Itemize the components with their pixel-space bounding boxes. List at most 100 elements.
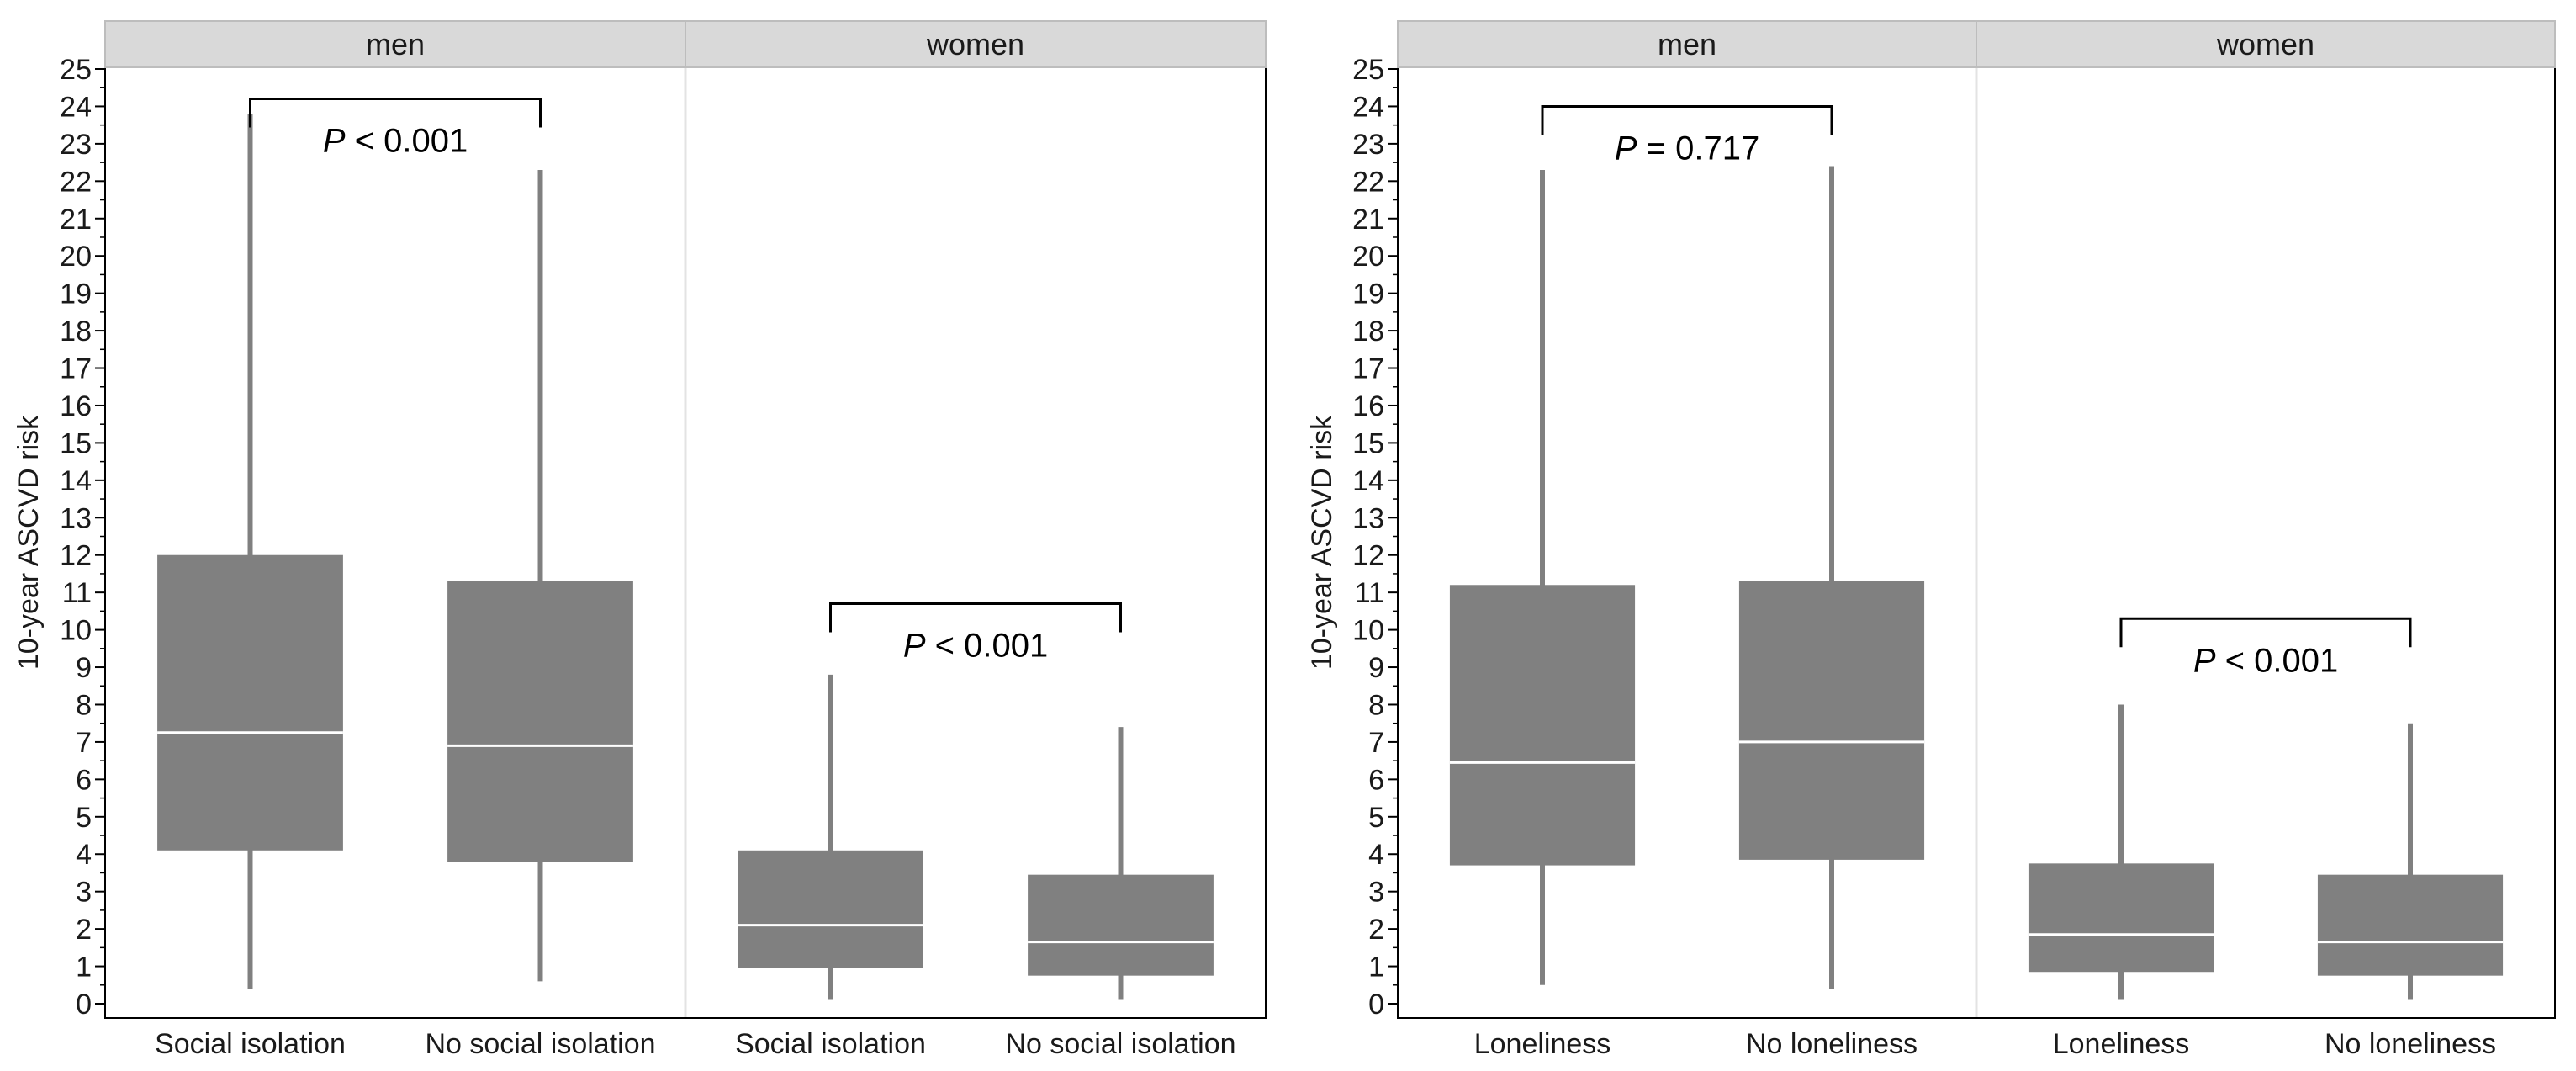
y-tick-label: 5 [1368,802,1384,834]
y-tick-label: 21 [1352,204,1384,236]
facet-strip-label: men [1658,27,1716,61]
facet-strip [1976,20,2556,68]
p-value-label: P = 0.717 [1615,130,1759,167]
p-value: = 0.717 [1637,130,1760,167]
y-tick-label: 20 [1352,241,1384,273]
y-tick-label: 8 [1368,689,1384,721]
box-plot [1738,166,1925,989]
p-value-label: P < 0.001 [2193,642,2338,679]
y-tick-label: 18 [1352,315,1384,347]
y-tick-label: 4 [1368,839,1384,871]
y-tick-label: 19 [60,278,92,310]
iqr-box [1449,585,1636,866]
chart-panel-1: 0123456789101112131415161718192021222324… [13,20,1267,1060]
y-tick-label: 10 [60,615,92,647]
y-tick-label: 20 [60,241,92,273]
x-category-label: Social isolation [155,1028,346,1060]
y-tick-label: 24 [60,91,92,123]
y-tick-label: 7 [76,727,92,759]
y-tick-label: 9 [76,652,92,684]
box-plot [2317,723,2504,1000]
y-tick-label: 3 [1368,877,1384,909]
iqr-box [738,850,923,968]
chart-panel-2: 0123456789101112131415161718192021222324… [1306,20,2556,1060]
y-tick-label: 6 [76,764,92,796]
facet-strip [685,20,1267,68]
facet-men: men Loneliness No loneliness P = 0.717 [1397,20,1977,1060]
y-tick-label: 0 [76,989,92,1021]
y-tick-label: 14 [60,465,92,497]
facet-women: women Loneliness No loneliness P < 0.001 [1975,20,2556,1060]
iqr-box [2317,874,2504,976]
significance-bracket [249,98,542,128]
p-value-label: P < 0.001 [323,123,468,160]
p-value: < 0.001 [346,123,468,160]
y-tick-label: 23 [60,129,92,161]
y-tick-label: 14 [1352,465,1384,497]
y-tick-label: 22 [60,166,92,198]
facet-strip-label: women [2216,27,2314,61]
box-plot [1028,727,1214,1000]
iqr-box [1738,581,1925,860]
y-tick-label: 4 [76,839,92,871]
x-category-label: No social isolation [425,1028,655,1060]
y-tick-label: 21 [60,204,92,236]
y-tick-label: 5 [76,802,92,834]
y-tick-label: 11 [1355,577,1384,609]
iqr-box [2028,863,2214,973]
iqr-box [157,554,343,851]
y-tick-label: 1 [76,952,92,984]
y-tick-label: 25 [1352,54,1384,86]
y-tick-label: 3 [76,877,92,909]
y-tick-label: 7 [1368,727,1384,759]
y-tick-label: 12 [1352,540,1384,572]
y-tick-label: 15 [1352,427,1384,459]
y-tick-label: 16 [1352,390,1384,422]
box-plot [1449,169,1636,985]
y-axis: 0123456789101112131415161718192021222324… [1352,54,1398,1021]
y-tick-label: 16 [60,390,92,422]
box-plot [157,114,343,989]
y-axis: 0123456789101112131415161718192021222324… [60,54,105,1021]
iqr-box [447,581,633,862]
box-plot [447,169,633,982]
y-tick-label: 2 [1368,914,1384,946]
significance-bracket [1541,104,1833,135]
y-tick-label: 8 [76,689,92,721]
p-symbol: P [323,123,346,160]
facet-strip-label: women [926,27,1024,61]
p-symbol: P [1615,130,1637,167]
significance-bracket [2119,617,2412,648]
facet-strip [104,20,686,68]
facet-men: men Social isolation No social isolation P … [104,20,686,1060]
y-tick-label: 22 [1352,166,1384,198]
x-category-label: No social isolation [1005,1028,1235,1060]
y-tick-label: 9 [1368,652,1384,684]
p-value: < 0.001 [926,627,1049,664]
p-value: < 0.001 [2216,642,2339,679]
box-plot [2028,704,2214,1000]
facet-strip [1397,20,1977,68]
x-category-label: Social isolation [735,1028,926,1060]
x-category-label: No loneliness [2325,1028,2496,1060]
y-tick-label: 15 [60,427,92,459]
y-tick-label: 13 [1352,502,1384,534]
x-category-label: No loneliness [1746,1028,1917,1060]
x-category-label: Loneliness [1474,1028,1611,1060]
iqr-box [1028,874,1214,976]
y-tick-label: 24 [1352,91,1384,123]
y-tick-label: 0 [1368,989,1384,1021]
y-tick-label: 11 [62,577,92,609]
y-tick-label: 19 [1352,278,1384,310]
box-plot [738,674,923,1000]
y-axis-label: 10-year ASCVD risk [1306,415,1338,670]
y-tick-label: 1 [1368,952,1384,984]
significance-bracket [829,602,1122,633]
y-tick-label: 12 [60,540,92,572]
y-axis-label: 10-year ASCVD risk [13,415,45,670]
y-tick-label: 13 [60,502,92,534]
x-category-label: Loneliness [2053,1028,2190,1060]
facet-women: women Social isolation No social isolation… [684,20,1267,1060]
y-tick-label: 25 [60,54,92,86]
